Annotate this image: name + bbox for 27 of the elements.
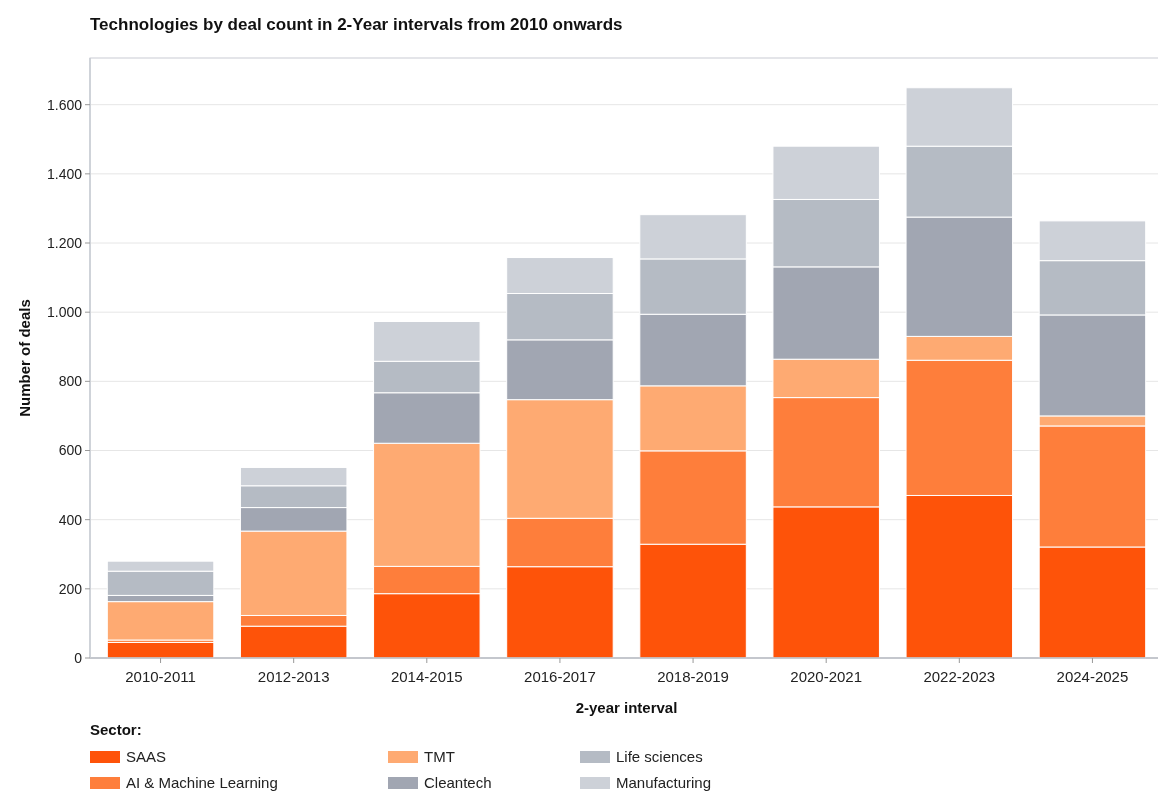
chart-title: Technologies by deal count in 2-Year intervals from 2010 onwards xyxy=(90,15,623,34)
y-tick-label: 1.200 xyxy=(46,234,83,251)
legend-label: SAAS xyxy=(126,748,167,766)
legend-title: Sector: xyxy=(90,721,142,738)
x-axis-title: 2-year interval xyxy=(575,699,678,716)
legend-label: Cleantech xyxy=(424,774,492,792)
x-tick-label: 2024-2025 xyxy=(1056,668,1129,685)
legend-label: TMT xyxy=(424,748,455,766)
legend-label: AI & Machine Learning xyxy=(126,774,278,792)
y-tick-label: 200 xyxy=(58,580,83,597)
x-tick-label: 2016-2017 xyxy=(524,668,596,685)
y-tick-label: 800 xyxy=(58,373,83,390)
y-tick-label: 1.000 xyxy=(46,304,83,321)
x-tick-label: 2018-2019 xyxy=(657,668,729,685)
x-tick-label: 2020-2021 xyxy=(790,668,863,685)
y-tick-label: 1.600 xyxy=(46,96,83,113)
x-tick-label: 2012-2013 xyxy=(257,668,330,685)
y-axis-title: Number of deals xyxy=(16,299,33,417)
y-tick-label: 400 xyxy=(58,511,83,528)
legend-label: Manufacturing xyxy=(616,774,712,792)
y-tick-label: 600 xyxy=(58,442,83,459)
legend-label: Life sciences xyxy=(616,748,703,766)
x-tick-label: 2014-2015 xyxy=(390,668,463,685)
x-tick-label: 2010-2011 xyxy=(125,668,196,685)
y-tick-label: 0 xyxy=(74,649,83,666)
x-tick-label: 2022-2023 xyxy=(923,668,996,685)
y-tick-label: 1.400 xyxy=(46,165,83,182)
